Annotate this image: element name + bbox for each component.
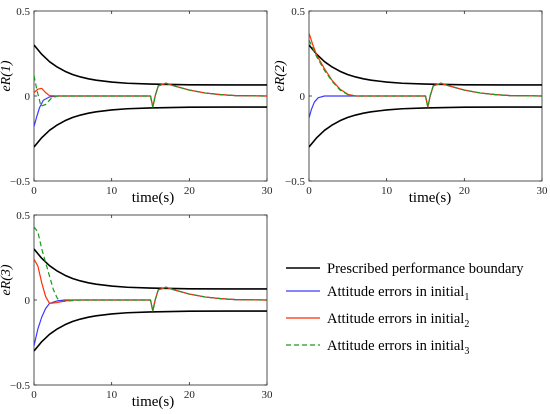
x-tick-label: 20 <box>459 185 471 197</box>
series-line-2 <box>309 106 542 148</box>
y-tick-label: 0.5 <box>291 6 305 18</box>
y-tick-label: −0.5 <box>285 176 305 188</box>
legend-label-3: Attitude errors in initial2 <box>327 311 469 330</box>
legend-subscript-2: 1 <box>464 292 469 303</box>
series-group <box>34 44 267 148</box>
y-tick-label: −0.5 <box>10 176 30 188</box>
series-line-1 <box>309 44 542 86</box>
x-tick-label: 20 <box>184 389 196 401</box>
y-axis-label: eR(3) <box>0 264 14 295</box>
x-axis-label: time(s) <box>132 394 175 410</box>
x-tick-label: 10 <box>381 185 393 197</box>
x-tick-label: 0 <box>31 389 37 401</box>
y-tick-label: 0 <box>25 91 31 103</box>
y-axis-label: eR(2) <box>273 60 288 91</box>
x-tick-label: 30 <box>262 389 274 401</box>
series-line-5 <box>34 226 267 312</box>
series-line-2 <box>34 106 267 148</box>
series-line-4 <box>34 82 267 108</box>
legend: Prescribed performance boundary Attitude … <box>286 261 524 357</box>
series-line-1 <box>34 44 267 86</box>
x-axis-label: time(s) <box>409 190 452 206</box>
legend-label-4: Attitude errors in initial3 <box>327 338 469 357</box>
y-tick-label: −0.5 <box>10 380 30 392</box>
y-tick-label: 0 <box>25 295 31 307</box>
x-tick-label: 0 <box>31 185 37 197</box>
x-tick-label: 30 <box>537 185 549 197</box>
series-line-2 <box>34 310 267 352</box>
legend-label-1: Prescribed performance boundary <box>327 261 524 277</box>
x-tick-label: 0 <box>306 185 312 197</box>
series-group <box>34 226 267 352</box>
series-line-5 <box>309 39 542 108</box>
y-axis-label: eR(1) <box>0 60 14 91</box>
series-line-1 <box>34 248 267 290</box>
y-tick-label: 0 <box>300 91 306 103</box>
x-tick-label: 10 <box>106 389 118 401</box>
series-group <box>309 32 542 148</box>
y-tick-label: 0.5 <box>16 210 30 222</box>
series-line-5 <box>34 75 267 108</box>
x-axis-label: time(s) <box>132 190 175 206</box>
x-tick-label: 30 <box>262 185 274 197</box>
legend-subscript-3: 2 <box>464 319 469 330</box>
y-tick-label: 0.5 <box>16 6 30 18</box>
legend-label-2: Attitude errors in initial1 <box>327 284 469 303</box>
legend-subscript-4: 3 <box>464 346 469 357</box>
x-tick-label: 10 <box>106 185 118 197</box>
x-tick-label: 20 <box>184 185 196 197</box>
